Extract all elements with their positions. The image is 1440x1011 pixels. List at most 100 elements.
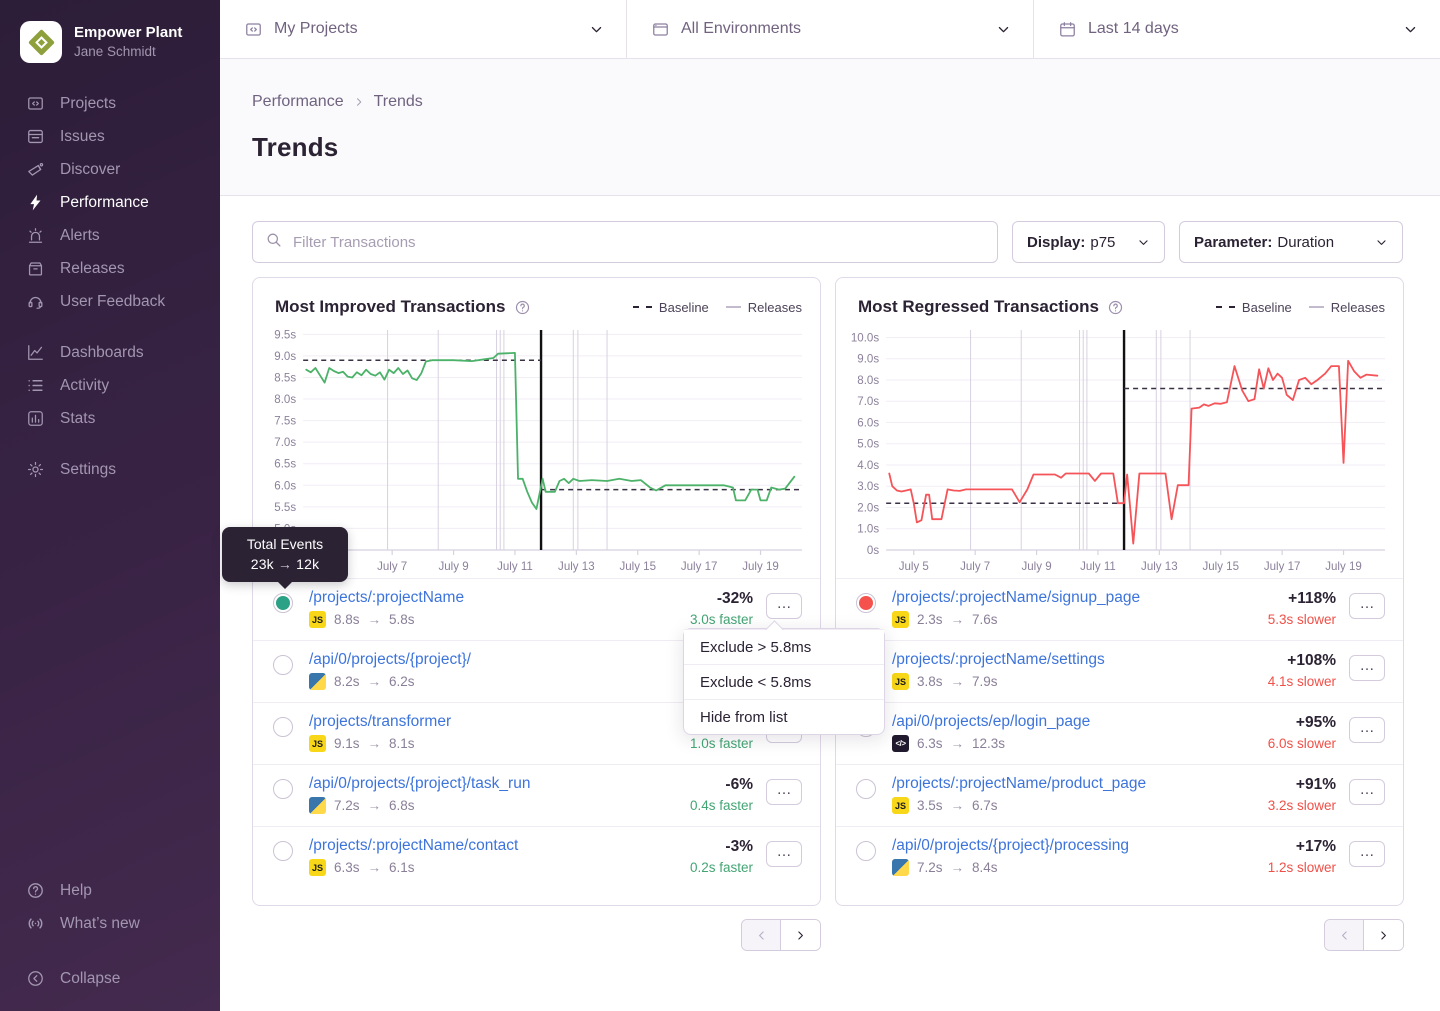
transaction-durations: JS 6.3s → 6.1s xyxy=(309,859,518,876)
org-meta[interactable]: Empower Plant Jane Schmidt xyxy=(74,24,182,60)
transaction-radio[interactable] xyxy=(273,779,293,799)
org-logo[interactable] xyxy=(20,21,62,63)
row-actions-button[interactable]: … xyxy=(1349,779,1385,805)
menu-item-hide-from-list[interactable]: Hide from list xyxy=(684,699,884,734)
sidebar-group: Projects Issues Discover Performance Alerts R… xyxy=(0,87,220,318)
arrow-right-icon: → xyxy=(950,798,965,813)
sidebar-item-what-s-new[interactable]: What’s new xyxy=(0,907,220,940)
svg-text:9.0s: 9.0s xyxy=(857,354,879,366)
sidebar-item-performance[interactable]: Performance xyxy=(0,186,220,219)
trend-chart-area[interactable]: 9.5s9.0s8.5s8.0s7.5s7.0s6.5s6.0s5.5s5.0s… xyxy=(263,324,808,576)
transaction-change: +108% 4.1s slower xyxy=(1268,652,1336,689)
sidebar-group: Dashboards Activity Stats xyxy=(0,336,220,435)
previous-page-button[interactable] xyxy=(1325,920,1364,950)
transaction-link[interactable]: /projects/transformer xyxy=(309,713,452,730)
row-actions-button[interactable]: … xyxy=(1349,593,1385,619)
environment-filter-dropdown[interactable]: All Environments xyxy=(627,0,1034,58)
row-actions-button[interactable]: … xyxy=(766,841,802,867)
transaction-radio[interactable] xyxy=(856,841,876,861)
display-dropdown[interactable]: Display: p75 xyxy=(1012,221,1165,263)
breadcrumb-performance[interactable]: Performance xyxy=(252,93,344,110)
breadcrumb-trends[interactable]: Trends xyxy=(373,93,423,110)
row-actions-button[interactable]: … xyxy=(766,779,802,805)
date-filter-dropdown[interactable]: Last 14 days xyxy=(1034,0,1440,58)
sidebar-item-projects[interactable]: Projects xyxy=(0,87,220,120)
search-icon xyxy=(265,231,282,253)
sidebar-item-stats[interactable]: Stats xyxy=(0,402,220,435)
transaction-link[interactable]: /api/0/projects/{project}/ xyxy=(309,651,471,668)
releases-line-icon xyxy=(1308,306,1324,308)
sidebar-item-label: Help xyxy=(60,881,92,899)
svg-text:July 15: July 15 xyxy=(1202,561,1239,573)
sidebar-item-issues[interactable]: Issues xyxy=(0,120,220,153)
page-header: Performance Trends Trends xyxy=(220,58,1440,196)
transaction-durations: 7.2s → 6.8s xyxy=(309,797,530,814)
row-actions-button[interactable]: … xyxy=(1349,717,1385,743)
transaction-link[interactable]: /api/0/projects/{project}/processing xyxy=(892,837,1129,854)
svg-text:5.5s: 5.5s xyxy=(274,502,296,514)
transaction-radio[interactable] xyxy=(273,593,293,613)
menu-item-exclude-5-8ms[interactable]: Exclude < 5.8ms xyxy=(684,664,884,699)
transaction-link[interactable]: /projects/:projectName/product_page xyxy=(892,775,1147,792)
transaction-radio[interactable] xyxy=(856,779,876,799)
pager xyxy=(741,919,821,951)
transaction-link[interactable]: /projects/:projectName/settings xyxy=(892,651,1105,668)
row-actions-button[interactable]: … xyxy=(766,593,802,619)
transaction-change: -6% 0.4s faster xyxy=(690,776,753,813)
releases-line-icon xyxy=(725,306,741,308)
trend-chart-area[interactable]: 10.0s 9.0s 8.0s 7.0s 6.0s 5.0s 4.0s 3.0s 2.0s 1.0… xyxy=(846,324,1391,576)
transaction-main: /api/0/projects/{project}/task_run 7.2s → 6… xyxy=(309,775,530,814)
parameter-dropdown[interactable]: Parameter: Duration xyxy=(1179,221,1403,263)
total-events-tooltip: Total Events 23k → 12k xyxy=(222,527,348,589)
trends-panels: Most Improved Transactions Baseline Releas… xyxy=(252,277,1404,951)
next-page-button[interactable] xyxy=(1364,920,1403,950)
sidebar-item-activity[interactable]: Activity xyxy=(0,369,220,402)
sidebar-item-user-feedback[interactable]: User Feedback xyxy=(0,285,220,318)
chevron-down-icon xyxy=(1403,22,1418,37)
help-icon[interactable] xyxy=(1107,298,1125,316)
projects-icon xyxy=(244,20,263,39)
svg-text:8.0s: 8.0s xyxy=(274,394,296,406)
help-icon[interactable] xyxy=(514,298,532,316)
previous-page-button[interactable] xyxy=(742,920,781,950)
legend-releases: Releases xyxy=(1308,300,1385,315)
transaction-link[interactable]: /api/0/projects/{project}/task_run xyxy=(309,775,531,792)
svg-text:1.0s: 1.0s xyxy=(857,524,879,536)
transaction-radio[interactable] xyxy=(273,717,293,737)
next-page-button[interactable] xyxy=(781,920,820,950)
transaction-link[interactable]: /projects/:projectName xyxy=(309,589,465,606)
svg-text:July 5: July 5 xyxy=(899,561,929,573)
sidebar-item-settings[interactable]: Settings xyxy=(0,453,220,486)
project-filter-dropdown[interactable]: My Projects xyxy=(220,0,627,58)
transaction-link[interactable]: /projects/:projectName/signup_page xyxy=(892,589,1141,606)
transaction-radio[interactable] xyxy=(273,841,293,861)
transaction-radio[interactable] xyxy=(273,655,293,675)
transaction-link[interactable]: /projects/:projectName/contact xyxy=(309,837,519,854)
collapse-icon xyxy=(25,969,45,989)
row-context-menu: Exclude > 5.8ms Exclude < 5.8ms Hide from … xyxy=(683,619,885,735)
sidebar-item-label: Projects xyxy=(60,94,116,112)
python-platform-icon xyxy=(309,673,326,690)
transaction-row: /api/0/projects/ep/login_page </> 6.3s → 12.… xyxy=(836,702,1403,764)
transaction-search[interactable] xyxy=(252,221,998,263)
sidebar-item-discover[interactable]: Discover xyxy=(0,153,220,186)
percent-change: +91% xyxy=(1295,776,1336,793)
transaction-radio[interactable] xyxy=(856,593,876,613)
arrow-right-icon: → xyxy=(950,736,965,751)
sidebar-item-help[interactable]: Help xyxy=(0,874,220,907)
transaction-link[interactable]: /api/0/projects/ep/login_page xyxy=(892,713,1091,730)
percent-change: +118% xyxy=(1288,590,1336,607)
sidebar-item-alerts[interactable]: Alerts xyxy=(0,219,220,252)
row-actions-button[interactable]: … xyxy=(1349,841,1385,867)
sidebar-item-label: Issues xyxy=(60,127,105,145)
row-actions-button[interactable]: … xyxy=(1349,655,1385,681)
svg-text:7.5s: 7.5s xyxy=(274,416,296,428)
sidebar-item-releases[interactable]: Releases xyxy=(0,252,220,285)
svg-text:July 13: July 13 xyxy=(1141,561,1178,573)
sidebar-item-dashboards[interactable]: Dashboards xyxy=(0,336,220,369)
sidebar-item-label: Activity xyxy=(60,376,110,394)
menu-item-exclude-5-8ms[interactable]: Exclude > 5.8ms xyxy=(684,629,884,664)
search-input[interactable] xyxy=(291,232,985,252)
sidebar-item-collapse[interactable]: Collapse xyxy=(0,962,220,995)
